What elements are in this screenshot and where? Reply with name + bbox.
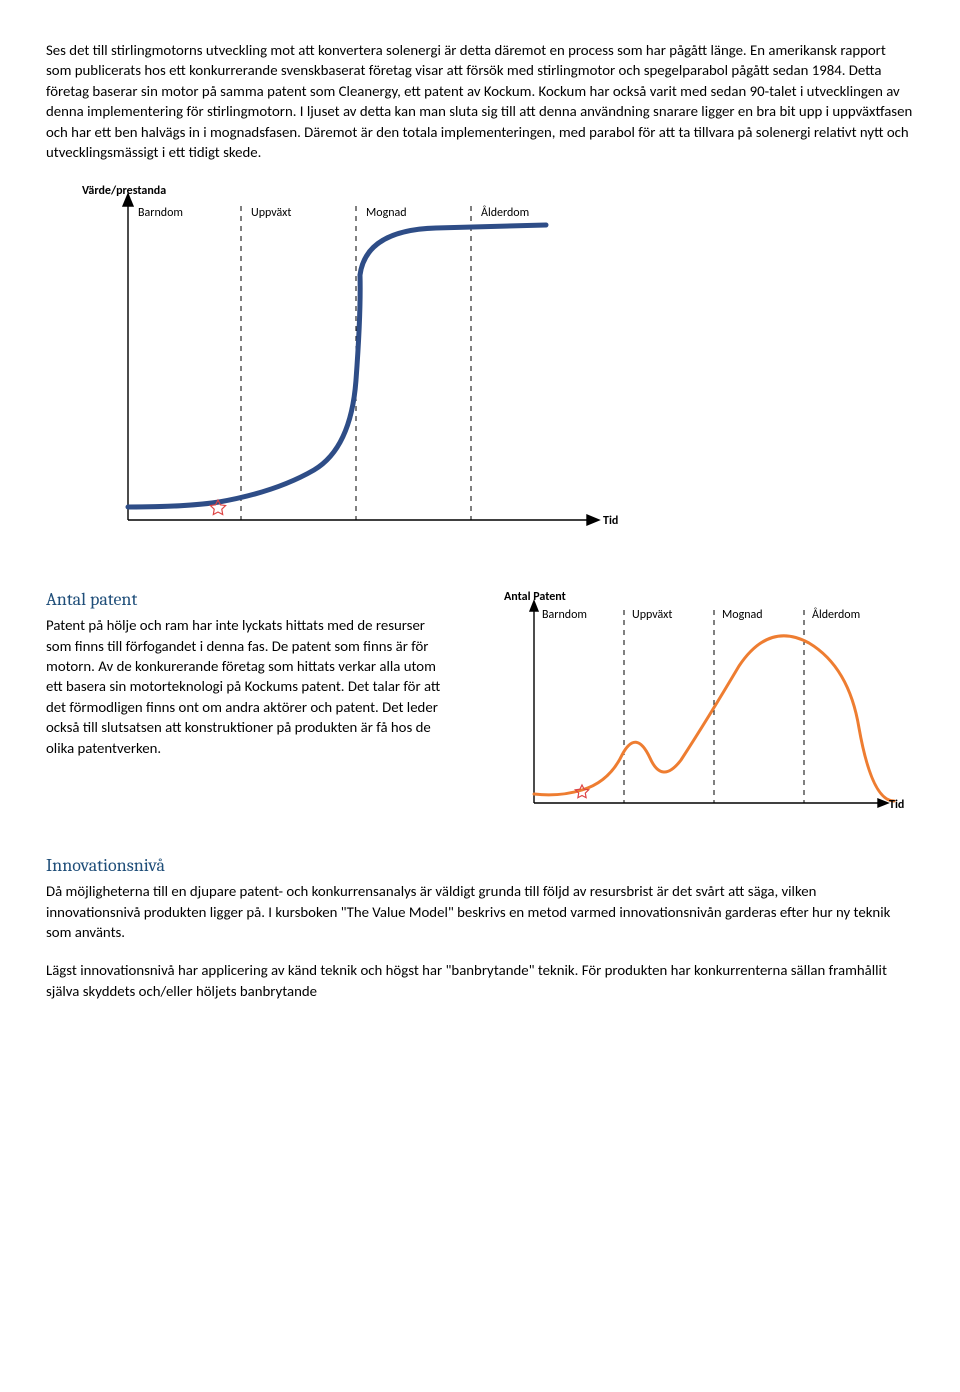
svg-text:Barndom: Barndom [138, 206, 183, 220]
antal-patent-body: Patent på hölje och ram har inte lyckats… [46, 616, 440, 756]
s-curve-path [128, 225, 546, 507]
chart1-axes [123, 194, 599, 525]
chart1-y-label: Värde/prestanda [82, 184, 166, 198]
patent-curve-chart: Antal Patent BarndomUppväxtMognadÅlderdo… [464, 588, 914, 828]
heading-innovationsniva: Innovationsnivå [46, 854, 914, 879]
svg-text:Mognad: Mognad [366, 206, 407, 220]
s-curve-chart: Värde/prestanda Barndom Uppväxt Mognad Ålde… [46, 180, 914, 560]
svg-text:Mognad: Mognad [722, 608, 763, 622]
chart2-x-label: Tid [889, 798, 904, 812]
svg-text:Ålderdom: Ålderdom [481, 205, 529, 220]
chart2-axes [530, 601, 888, 807]
svg-text:Uppväxt: Uppväxt [632, 608, 672, 622]
intro-paragraph: Ses det till stirlingmotorns utveckling … [46, 40, 914, 162]
svg-text:Uppväxt: Uppväxt [251, 206, 291, 220]
chart1-x-label: Tid [603, 514, 618, 528]
innovation-p1: Då möjligheterna till en djupare patent-… [46, 881, 914, 942]
antal-patent-text: Antal patent Patent på hölje och ram har… [46, 588, 446, 758]
innovation-p2: Lägst innovationsnivå har applicering av… [46, 960, 914, 1001]
heading-antal-patent: Antal patent [46, 588, 446, 613]
svg-text:Barndom: Barndom [542, 608, 587, 622]
svg-text:Ålderdom: Ålderdom [812, 607, 860, 622]
